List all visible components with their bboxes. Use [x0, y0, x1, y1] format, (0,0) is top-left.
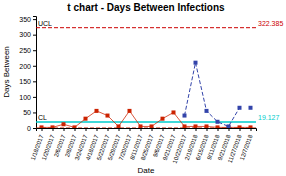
y-tick: 0 [27, 125, 36, 132]
x-axis-title: Date [138, 166, 155, 175]
point [216, 120, 220, 124]
y-axis-title: Days Between [2, 46, 11, 98]
x-tick-mark [42, 128, 43, 131]
x-tick-mark [196, 128, 197, 131]
x-axis: 1/18/20171/20/20172/6/20172/8/20173/24/2… [30, 128, 257, 164]
x-tick-mark [240, 128, 241, 131]
point [106, 114, 110, 118]
y-tick-label: 250 [19, 47, 31, 54]
reference-label: CL [38, 114, 47, 121]
y-tick: 200 [19, 63, 36, 70]
y-tick-label: 100 [19, 94, 31, 101]
y-axis: 0 50 100 150 200 250 300 350 [19, 16, 36, 132]
point [51, 125, 55, 128]
x-tick-mark [86, 128, 87, 131]
point [95, 109, 99, 113]
series [183, 61, 242, 128]
point [216, 125, 220, 128]
x-tick-label: 12/7/2018 [239, 133, 254, 161]
y-tick-label: 200 [19, 63, 31, 70]
y-tick-label: 350 [19, 16, 31, 23]
y-tick: 150 [19, 78, 36, 85]
point [150, 124, 154, 128]
reference-value-label: 19.127 [258, 114, 280, 121]
x-axis-line [37, 129, 257, 132]
x-tick: 12/7/2018 [239, 128, 254, 161]
y-tick-mark [33, 81, 36, 82]
y-tick-label: 300 [19, 31, 31, 38]
chart: 0 50 100 150 200 250 300 350 1/18/20171/20/20172… [0, 0, 286, 176]
x-tick-mark [75, 128, 76, 131]
annotations: UCL 322.385 CL 19.127 [38, 20, 283, 121]
x-tick-mark [174, 128, 175, 131]
point [172, 110, 176, 114]
point [183, 114, 187, 118]
point [205, 109, 209, 113]
y-tick-mark [33, 19, 36, 20]
x-tick-mark [97, 128, 98, 131]
marks [36, 28, 256, 128]
y-tick: 300 [19, 31, 36, 38]
reference-value-label: 322.385 [258, 20, 283, 27]
y-axis-line [33, 17, 37, 129]
y-tick: 250 [19, 47, 36, 54]
title: t chart - Days Between Infections [67, 2, 225, 13]
series [40, 109, 253, 128]
point [62, 122, 66, 126]
series-line [185, 63, 240, 127]
y-tick-mark [33, 112, 36, 113]
point [194, 61, 198, 65]
point [161, 117, 165, 121]
x-tick-mark [218, 128, 219, 131]
y-tick: 50 [23, 109, 36, 116]
x-tick-mark [251, 128, 252, 131]
point [194, 124, 198, 128]
y-tick-label: 0 [27, 125, 31, 132]
plot-area: 0 50 100 150 200 250 300 350 1/18/20171/20/20172… [19, 16, 283, 164]
x-tick-mark [108, 128, 109, 131]
y-tick-mark [33, 35, 36, 36]
reference-line [36, 27, 256, 28]
series-line [42, 111, 251, 127]
point [84, 117, 88, 121]
y-tick-mark [33, 50, 36, 51]
point [238, 125, 242, 128]
point [73, 125, 77, 128]
point [183, 124, 187, 128]
point [128, 109, 132, 113]
y-tick: 350 [19, 16, 36, 23]
x-tick-mark [64, 128, 65, 131]
x-tick-mark [163, 128, 164, 131]
point [249, 125, 253, 128]
x-tick-mark [130, 128, 131, 131]
x-tick-mark [141, 128, 142, 131]
y-tick-label: 150 [19, 78, 31, 85]
x-tick-mark [53, 128, 54, 131]
x-tick-mark [119, 128, 120, 131]
x-tick-mark [229, 128, 230, 131]
reference-line [36, 121, 256, 123]
point [249, 106, 253, 110]
x-tick-mark [152, 128, 153, 131]
series [249, 106, 253, 110]
point [238, 106, 242, 110]
point [205, 124, 209, 128]
point [227, 124, 231, 128]
x-tick-mark [185, 128, 186, 131]
y-tick-mark [33, 97, 36, 98]
point [139, 124, 143, 128]
x-tick-mark [207, 128, 208, 131]
point [227, 125, 231, 128]
point [40, 125, 44, 128]
y-tick-label: 50 [23, 109, 31, 116]
y-tick: 100 [19, 94, 36, 101]
y-tick-mark [33, 66, 36, 67]
reference-label: UCL [38, 20, 52, 27]
point [117, 124, 121, 128]
y-tick-mark [33, 128, 36, 129]
